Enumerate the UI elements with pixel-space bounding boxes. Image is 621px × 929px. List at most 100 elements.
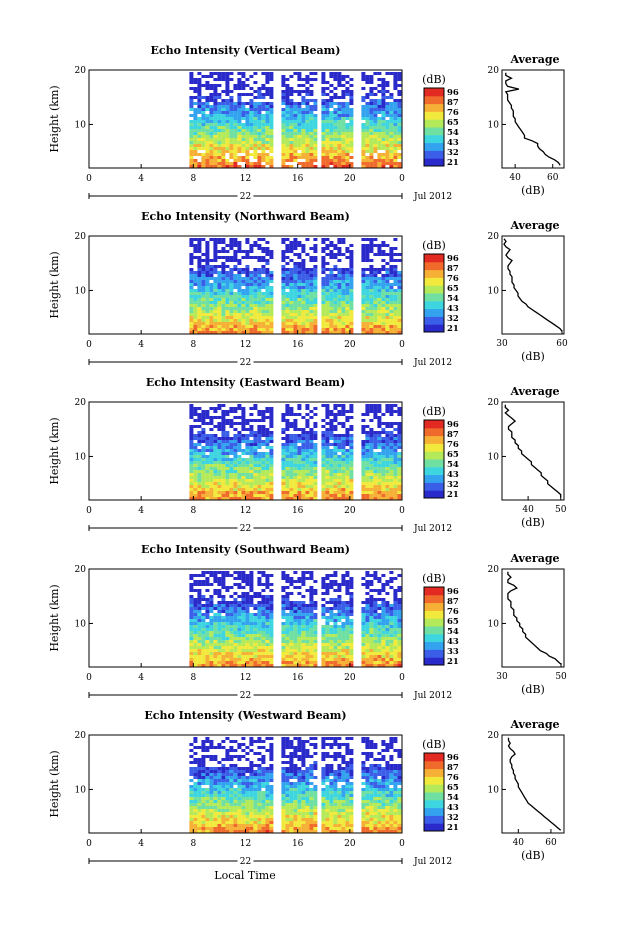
heatmap-cell <box>253 244 258 247</box>
heatmap-cell <box>213 153 218 156</box>
heatmap-cell <box>233 325 238 328</box>
heatmap-cell <box>217 422 222 425</box>
heatmap-cell <box>313 271 318 274</box>
heatmap-cell <box>213 129 218 132</box>
heatmap-cell <box>329 461 334 464</box>
heatmap-cell <box>221 574 226 577</box>
heatmap-cell <box>305 274 310 277</box>
heatmap-cell <box>265 440 270 443</box>
heatmap-cell <box>221 434 226 437</box>
heatmap-cell <box>269 664 274 667</box>
heatmap-cell <box>217 485 222 488</box>
heatmap-cell <box>209 628 214 631</box>
heatmap-cell <box>209 479 214 482</box>
heatmap-cell <box>213 479 218 482</box>
heatmap-cell <box>257 328 262 331</box>
heatmap-cell <box>209 595 214 598</box>
heatmap-cell <box>341 132 346 135</box>
heatmap-cell <box>193 607 198 610</box>
heatmap-cell <box>361 467 366 470</box>
heatmap-cell <box>325 464 330 467</box>
heatmap-cell <box>285 313 290 316</box>
heatmap-cell <box>213 631 218 634</box>
heatmap-cell <box>289 583 294 586</box>
heatmap-cell <box>217 117 222 120</box>
heatmap-cell <box>321 485 326 488</box>
heatmap-cell <box>229 117 234 120</box>
heatmap-cell <box>297 580 302 583</box>
heatmap-cell <box>197 247 202 250</box>
heatmap-cell <box>221 485 226 488</box>
heatmap-cell <box>313 482 318 485</box>
heatmap-cell <box>265 476 270 479</box>
heatmap-cell <box>393 147 398 150</box>
heatmap-cell <box>253 479 258 482</box>
heatmap-cell <box>289 247 294 250</box>
heatmap-cell <box>325 631 330 634</box>
heatmap-cell <box>381 144 386 147</box>
heatmap-cell <box>313 601 318 604</box>
heatmap-cell <box>233 577 238 580</box>
heatmap-cell <box>337 446 342 449</box>
heatmap-cell <box>293 446 298 449</box>
heatmap-cell <box>245 271 250 274</box>
heatmap-cell <box>209 310 214 313</box>
heatmap-cell <box>213 250 218 253</box>
heatmap-cell <box>393 461 398 464</box>
heatmap-cell <box>361 244 366 247</box>
heatmap-cell <box>329 147 334 150</box>
heatmap-cell <box>293 147 298 150</box>
heatmap-cell <box>377 419 382 422</box>
heatmap-cell <box>209 646 214 649</box>
heatmap-cell <box>333 159 338 162</box>
heatmap-cell <box>297 455 302 458</box>
heatmap-cell <box>349 440 354 443</box>
heatmap-cell <box>225 304 230 307</box>
heatmap-cell <box>249 126 254 129</box>
heatmap-cell <box>337 601 342 604</box>
heatmap-cell <box>249 117 254 120</box>
heatmap-cell <box>225 422 230 425</box>
heatmap-cell <box>189 610 194 613</box>
heatmap-cell <box>309 607 314 610</box>
heatmap-cell <box>225 571 230 574</box>
heatmap-cell <box>221 129 226 132</box>
heatmap-cell <box>253 144 258 147</box>
heatmap-cell <box>373 292 378 295</box>
heatmap-cell <box>309 120 314 123</box>
colorbar-tick-label: 96 <box>447 254 459 264</box>
heatmap-cell <box>325 147 330 150</box>
heatmap-cell <box>309 138 314 141</box>
heatmap-cell <box>377 473 382 476</box>
heatmap-cell <box>217 589 222 592</box>
heatmap-cell <box>265 619 270 622</box>
heatmap-cell <box>229 473 234 476</box>
heatmap-cell <box>381 304 386 307</box>
heatmap-cell <box>253 301 258 304</box>
heatmap-cell <box>385 446 390 449</box>
heatmap-cell <box>237 595 242 598</box>
heatmap-cell <box>237 135 242 138</box>
heatmap-cell <box>397 99 402 102</box>
heatmap-cell <box>233 123 238 126</box>
heatmap-cell <box>393 78 398 81</box>
heatmap-cell <box>309 482 314 485</box>
heatmap-cell <box>249 482 254 485</box>
heatmap-cell <box>345 443 350 446</box>
heatmap-cell <box>305 455 310 458</box>
heatmap-cell <box>193 598 198 601</box>
heatmap-cell <box>309 72 314 75</box>
heatmap-cell <box>337 437 342 440</box>
heatmap-cell <box>269 313 274 316</box>
heatmap-cell <box>269 301 274 304</box>
heatmap-cell <box>305 494 310 497</box>
heatmap-cell <box>341 162 346 165</box>
heatmap-cell <box>321 241 326 244</box>
heatmap-cell <box>385 434 390 437</box>
panel-title: Echo Intensity (Vertical Beam) <box>150 44 340 57</box>
heatmap-cell <box>281 153 286 156</box>
heatmap-cell <box>345 482 350 485</box>
heatmap-cell <box>325 301 330 304</box>
heatmap-cell <box>217 141 222 144</box>
heatmap-cell <box>269 628 274 631</box>
